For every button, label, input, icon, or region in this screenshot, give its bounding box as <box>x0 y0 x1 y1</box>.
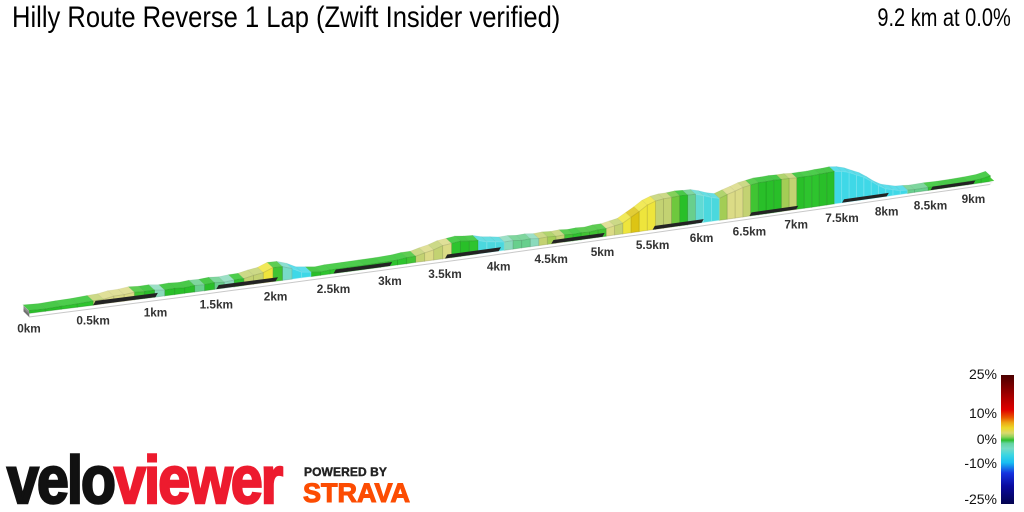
svg-text:5km: 5km <box>591 245 615 259</box>
svg-text:0.5km: 0.5km <box>76 314 109 328</box>
svg-text:9km: 9km <box>962 192 986 206</box>
svg-text:0km: 0km <box>17 322 41 336</box>
svg-text:8.5km: 8.5km <box>914 198 947 212</box>
svg-text:3km: 3km <box>378 274 402 288</box>
svg-text:2km: 2km <box>264 290 288 304</box>
svg-text:6.5km: 6.5km <box>733 224 766 238</box>
svg-text:4km: 4km <box>487 259 511 273</box>
svg-text:7.5km: 7.5km <box>825 211 858 225</box>
svg-text:8km: 8km <box>875 205 899 219</box>
svg-text:5.5km: 5.5km <box>636 238 669 252</box>
svg-text:1.5km: 1.5km <box>200 297 233 311</box>
svg-text:3.5km: 3.5km <box>428 267 461 281</box>
svg-text:1km: 1km <box>144 305 168 319</box>
svg-text:4.5km: 4.5km <box>534 252 567 266</box>
svg-text:2.5km: 2.5km <box>317 282 350 296</box>
svg-text:6km: 6km <box>690 231 714 245</box>
svg-text:7km: 7km <box>784 218 808 232</box>
